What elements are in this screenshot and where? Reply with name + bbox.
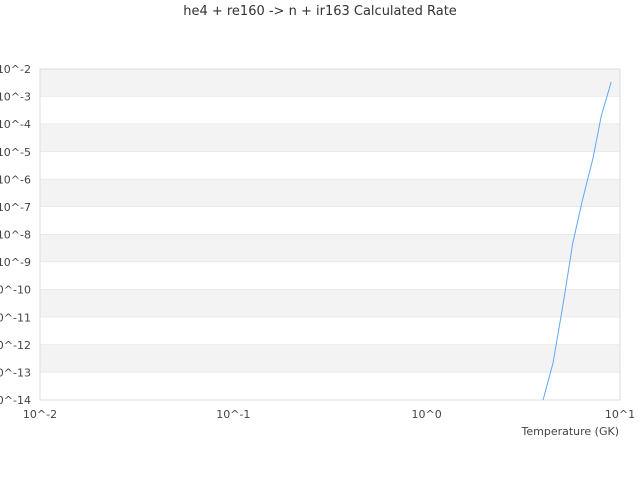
chart-title: he4 + re160 -> n + ir163 Calculated Rate: [183, 4, 457, 19]
y-tick-label: 10^-8: [0, 229, 31, 242]
plot-frame: [39, 68, 621, 401]
grid-band: [40, 179, 620, 207]
y-tick-label: 10^-6: [0, 173, 31, 186]
grid-band: [40, 96, 620, 125]
y-tick-label: 10^-5: [0, 146, 31, 159]
grid-band: [40, 262, 620, 290]
y-tick-label: 10^-9: [0, 256, 31, 269]
grid-band: [40, 372, 620, 400]
y-tick-label: 10^-14: [0, 394, 31, 407]
grid-band: [40, 151, 620, 180]
y-tick-label: 10^-12: [0, 339, 31, 352]
grid-band: [40, 124, 620, 152]
grid-band: [40, 289, 620, 318]
y-tick-label: 10^-4: [0, 118, 31, 131]
grid-band: [40, 206, 620, 235]
grid-band: [40, 317, 620, 345]
x-axis-label: Temperature (GK): [521, 425, 620, 438]
x-tick-label: 10^1: [605, 408, 635, 421]
y-tick-label: 10^-11: [0, 311, 31, 324]
x-tick-label: 10^-2: [23, 408, 57, 421]
grid-band: [40, 234, 620, 263]
y-tick-label: 10^-13: [0, 366, 31, 379]
grid-band: [40, 344, 620, 373]
y-tick-label: 10^-2: [0, 63, 31, 76]
x-tick-label: 10^0: [412, 408, 442, 421]
y-tick-label: 10^-3: [0, 91, 31, 104]
y-tick-label: 10^-7: [0, 201, 31, 214]
x-tick-label: 10^-1: [216, 408, 250, 421]
series-line: [542, 81, 612, 401]
y-tick-label: 10^-10: [0, 284, 31, 297]
grid-band: [40, 69, 620, 97]
